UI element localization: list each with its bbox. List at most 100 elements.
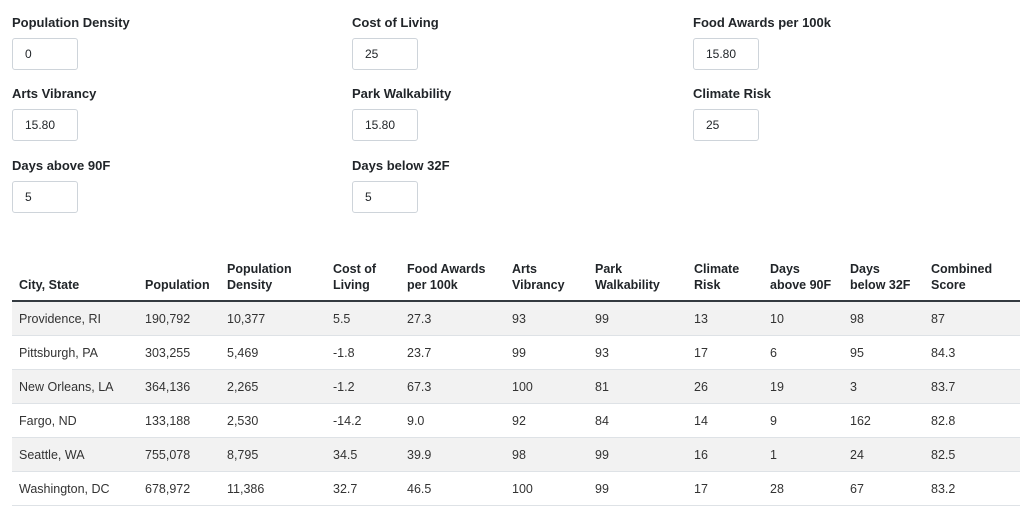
header-row: City, State Population Population Density C…: [12, 253, 1020, 302]
table-cell: 98: [843, 301, 924, 336]
filter-input[interactable]: 15.80: [352, 109, 418, 141]
table-cell: -14.2: [326, 403, 400, 438]
filter-group: Park Walkability 15.80: [352, 85, 652, 141]
table-cell: 190,792: [138, 301, 220, 336]
filter-label: Food Awards per 100k: [693, 15, 831, 30]
results-table: City, State Population Population Density C…: [12, 253, 1020, 506]
table-cell: Seattle, WA: [12, 437, 138, 472]
filter-label: Cost of Living: [352, 15, 439, 30]
table-cell: 28: [763, 471, 843, 506]
table-cell: 1: [763, 437, 843, 472]
column-header[interactable]: Days above 90F: [763, 253, 843, 302]
table-cell: 83.2: [924, 471, 1020, 506]
page: Population Density 0 Cost of Living 25 Food …: [12, 14, 1020, 506]
table-cell: 100: [505, 369, 588, 404]
filter-label: Days above 90F: [12, 158, 111, 173]
column-header[interactable]: Population Density: [220, 253, 326, 302]
filter-input[interactable]: 25: [352, 38, 418, 70]
table-cell: 84.3: [924, 335, 1020, 370]
column-header[interactable]: Population: [138, 253, 220, 302]
table-cell: 93: [588, 335, 687, 370]
filter-input[interactable]: 15.80: [693, 38, 759, 70]
filter-label: Population Density: [12, 15, 130, 30]
filter-input[interactable]: 5: [352, 181, 418, 213]
table-cell: -1.2: [326, 369, 400, 404]
table-cell: 19: [763, 369, 843, 404]
table-cell: 10: [763, 301, 843, 336]
column-header[interactable]: Food Awards per 100k: [400, 253, 505, 302]
filter-group: Climate Risk 25: [693, 85, 993, 141]
table-cell: 11,386: [220, 471, 326, 506]
column-header[interactable]: City, State: [12, 253, 138, 302]
table-cell: 364,136: [138, 369, 220, 404]
table-cell: 87: [924, 301, 1020, 336]
table-cell: 678,972: [138, 471, 220, 506]
table-cell: 92: [505, 403, 588, 438]
filter-group: Days below 32F 5: [352, 157, 652, 213]
filter-label: Arts Vibrancy: [12, 86, 97, 101]
table-cell: 16: [687, 437, 763, 472]
table-cell: 99: [588, 471, 687, 506]
table-cell: 303,255: [138, 335, 220, 370]
table-cell: 13: [687, 301, 763, 336]
table-cell: 46.5: [400, 471, 505, 506]
table-cell: Washington, DC: [12, 471, 138, 506]
table-cell: 10,377: [220, 301, 326, 336]
table-cell: 162: [843, 403, 924, 438]
table-cell: 82.5: [924, 437, 1020, 472]
table-cell: 32.7: [326, 471, 400, 506]
table-cell: 2,265: [220, 369, 326, 404]
table-cell: 82.8: [924, 403, 1020, 438]
table-row: Providence, RI 190,792 10,377 5.5 27.3 93 99 13…: [12, 301, 1020, 336]
table-cell: 2,530: [220, 403, 326, 438]
filter-input[interactable]: 15.80: [12, 109, 78, 141]
table-cell: 67: [843, 471, 924, 506]
filter-group: Cost of Living 25: [352, 14, 652, 70]
table-row: Seattle, WA 755,078 8,795 34.5 39.9 98 99 16 1 24…: [12, 437, 1020, 472]
table-cell: Providence, RI: [12, 301, 138, 336]
column-header[interactable]: Climate Risk: [687, 253, 763, 302]
filter-input[interactable]: 0: [12, 38, 78, 70]
table-cell: 67.3: [400, 369, 505, 404]
table-cell: 93: [505, 301, 588, 336]
table-cell: 100: [505, 471, 588, 506]
table-cell: 17: [687, 471, 763, 506]
table-cell: 9.0: [400, 403, 505, 438]
table-cell: 24: [843, 437, 924, 472]
filter-label: Climate Risk: [693, 86, 772, 101]
table-cell: -1.8: [326, 335, 400, 370]
filter-input[interactable]: 25: [693, 109, 759, 141]
table-cell: 84: [588, 403, 687, 438]
table-cell: New Orleans, LA: [12, 369, 138, 404]
table-cell: Pittsburgh, PA: [12, 335, 138, 370]
filter-group: Arts Vibrancy 15.80: [12, 85, 312, 141]
table-cell: 99: [588, 301, 687, 336]
filter-input[interactable]: 5: [12, 181, 78, 213]
table-cell: 3: [843, 369, 924, 404]
table-row: Washington, DC 678,972 11,386 32.7 46.5 100 99…: [12, 471, 1020, 506]
filter-label: Days below 32F: [352, 158, 450, 173]
table-cell: 14: [687, 403, 763, 438]
table-cell: 6: [763, 335, 843, 370]
table-cell: 9: [763, 403, 843, 438]
table-cell: 755,078: [138, 437, 220, 472]
filter-group: Food Awards per 100k 15.80: [693, 14, 993, 70]
table-cell: 99: [505, 335, 588, 370]
table-cell: Fargo, ND: [12, 403, 138, 438]
column-header[interactable]: Arts Vibrancy: [505, 253, 588, 302]
table-cell: 5.5: [326, 301, 400, 336]
column-header[interactable]: Combined Score: [924, 253, 1020, 302]
table-cell: 17: [687, 335, 763, 370]
table-cell: 99: [588, 437, 687, 472]
filter-group: Days above 90F 5: [12, 157, 312, 213]
table-cell: 27.3: [400, 301, 505, 336]
table-row: New Orleans, LA 364,136 2,265 -1.2 67.3 100 81…: [12, 369, 1020, 404]
column-header[interactable]: Cost of Living: [326, 253, 400, 302]
table-cell: 5,469: [220, 335, 326, 370]
table-cell: 26: [687, 369, 763, 404]
column-header[interactable]: Park Walkability: [588, 253, 687, 302]
table-cell: 8,795: [220, 437, 326, 472]
column-header[interactable]: Days below 32F: [843, 253, 924, 302]
table-cell: 98: [505, 437, 588, 472]
table-cell: 23.7: [400, 335, 505, 370]
